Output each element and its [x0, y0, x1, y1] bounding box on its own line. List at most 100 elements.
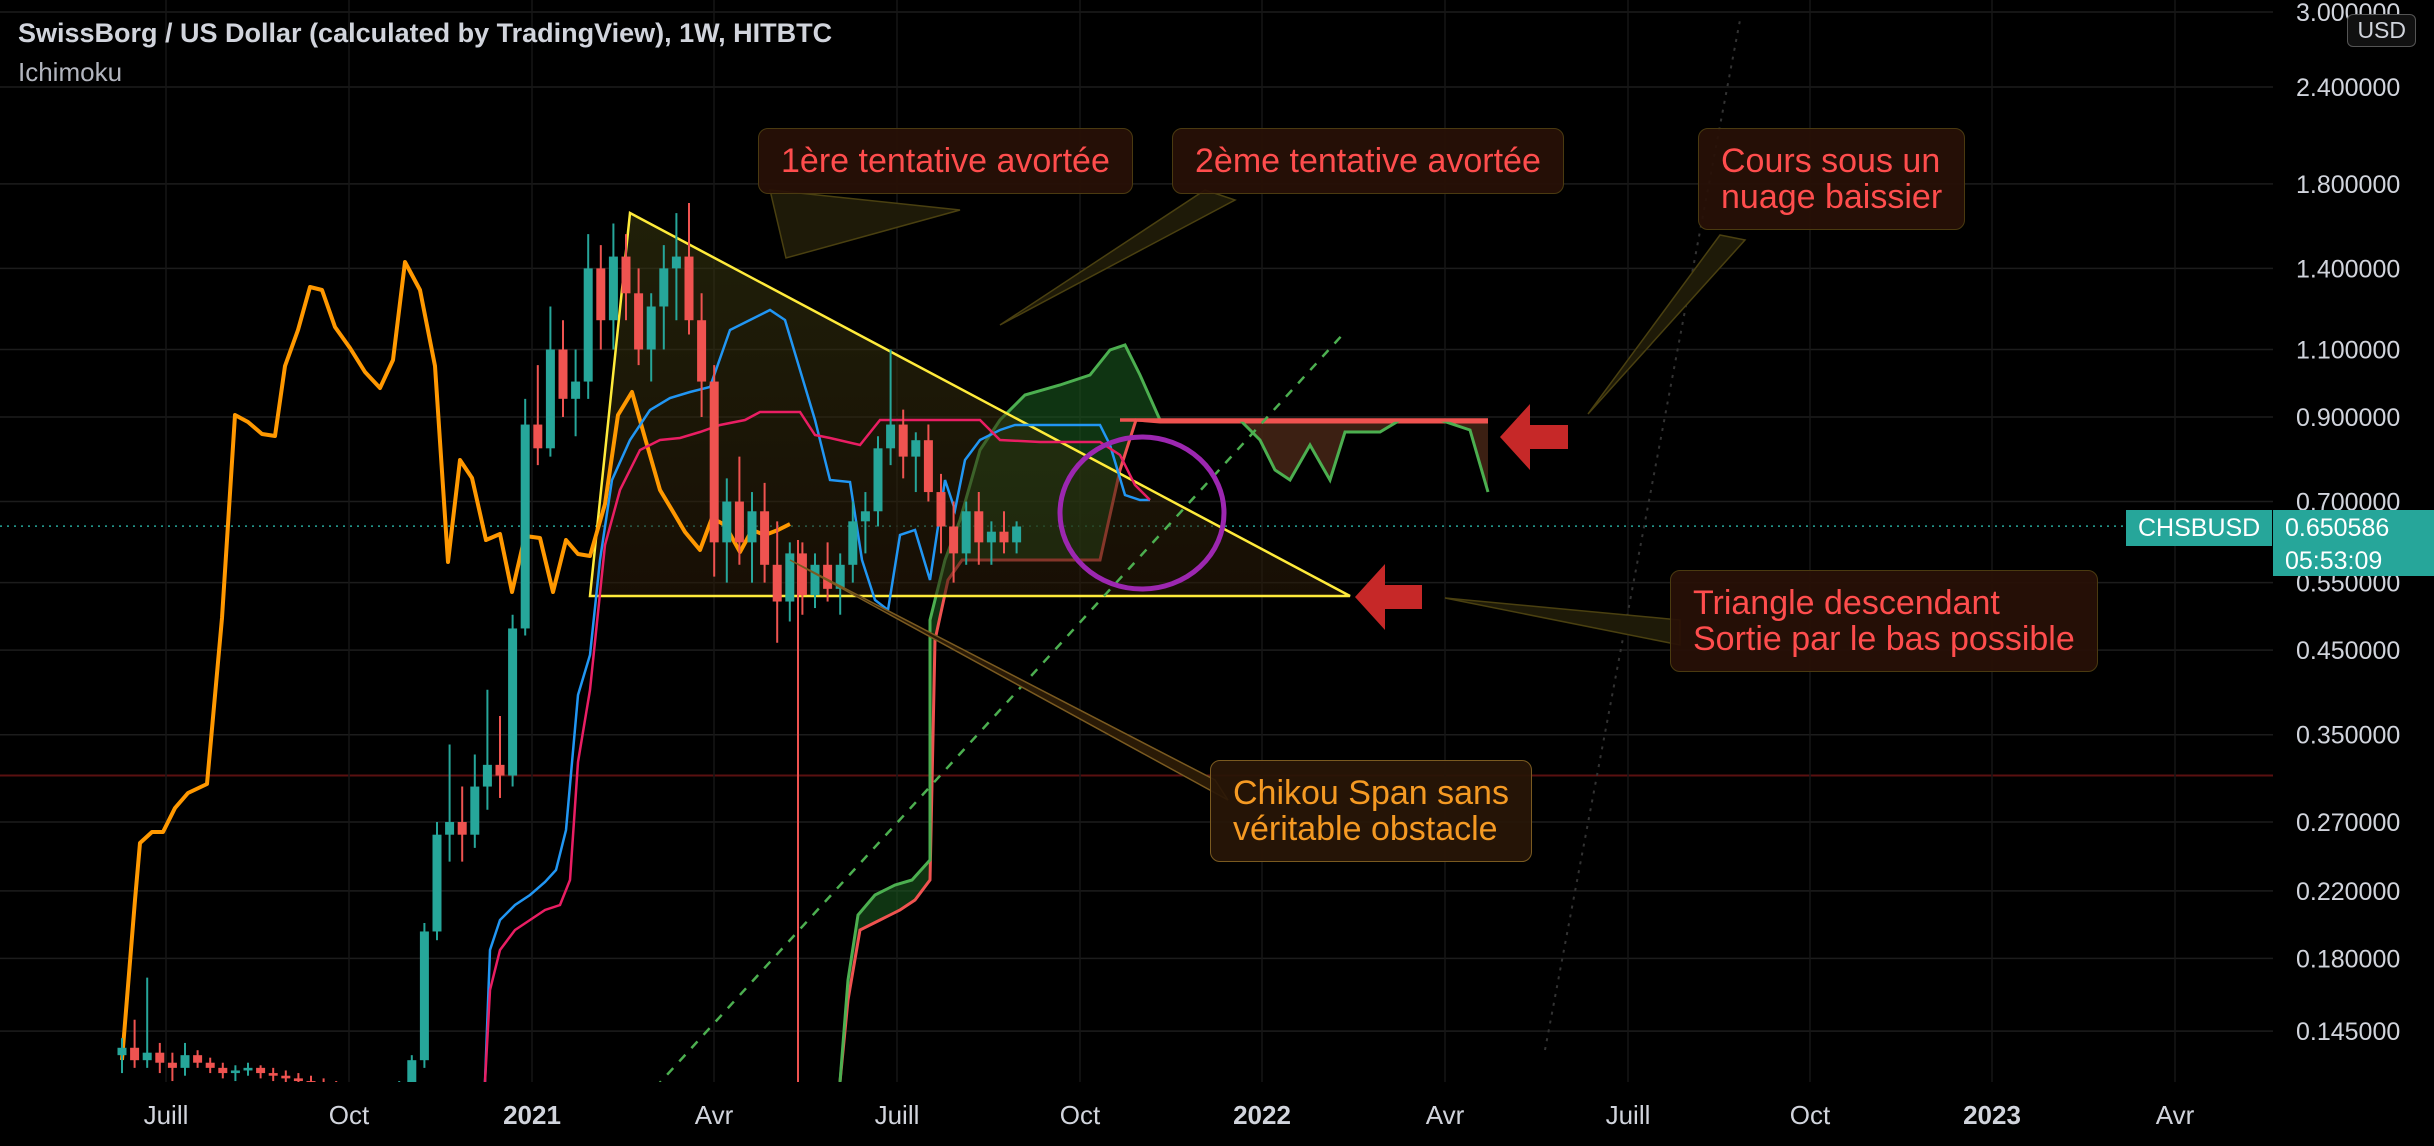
annotation-first-attempt-text: 1ère tentative avortée: [781, 142, 1110, 180]
candle-body: [293, 1078, 303, 1082]
candle-body: [306, 1081, 316, 1082]
candle-body: [520, 424, 530, 629]
y-tick-label: 2.400000: [2296, 74, 2400, 102]
candle-body: [571, 381, 581, 399]
candle-body: [722, 501, 732, 543]
candle-body: [470, 786, 480, 835]
candle-body: [810, 564, 820, 596]
candle-body: [608, 256, 618, 321]
candle-body: [709, 381, 719, 543]
tenkan-sen: [483, 308, 1150, 1083]
x-tick-label: Juill: [144, 1100, 189, 1130]
x-tick-label: Juill: [875, 1100, 920, 1130]
candle-body: [457, 822, 467, 835]
candle-body: [268, 1073, 278, 1076]
candle-body: [583, 268, 593, 382]
candle-body: [923, 440, 933, 493]
indicator-label[interactable]: Ichimoku: [18, 57, 123, 87]
time-axis-bg: [0, 1082, 2434, 1146]
candle-body: [407, 1060, 417, 1082]
candle-body: [873, 448, 883, 512]
candle-body: [218, 1067, 228, 1074]
candle-body: [835, 564, 845, 589]
annotation-chikou: Chikou Span sans véritable obstacle: [1210, 760, 1532, 862]
annotation-first-attempt: 1ère tentative avortée: [758, 128, 1133, 194]
candle-body: [772, 564, 782, 602]
triangle-shape: [588, 211, 1351, 598]
candle-body: [621, 256, 631, 294]
annotation-triangle-line1: Triangle descendant: [1693, 584, 2000, 622]
candle-body: [734, 501, 744, 543]
candle-body: [533, 424, 543, 449]
candle-body: [646, 306, 656, 350]
candle-body: [419, 931, 429, 1061]
x-tick-label: 2021: [503, 1100, 561, 1130]
annotation-second-attempt: 2ème tentative avortée: [1172, 128, 1564, 194]
pointer-bearish-cloud: [1587, 234, 1747, 415]
candle-body: [596, 268, 606, 321]
candle-body: [697, 320, 707, 382]
indicator-lines: [120, 260, 1151, 1083]
candle-body: [823, 564, 833, 589]
annotation-pointers: [769, 189, 1747, 801]
y-tick-label: 1.800000: [2296, 171, 2400, 199]
dashed-trend-line: [654, 331, 1346, 1089]
candle-body: [684, 256, 694, 321]
candle-body: [797, 553, 807, 596]
arrow-left-icon: [1355, 564, 1422, 630]
currency-badge[interactable]: USD: [2347, 14, 2416, 47]
x-tick-label: Avr: [2156, 1100, 2195, 1130]
senkou-span-a: [838, 343, 1490, 1083]
x-tick-label: Oct: [1790, 1100, 1831, 1130]
candle-body: [281, 1075, 291, 1079]
candle-body: [445, 822, 455, 835]
candle-body: [659, 268, 669, 307]
y-tick-label: 1.100000: [2296, 336, 2400, 364]
annotation-chikou-line2: véritable obstacle: [1233, 810, 1498, 848]
candle-body: [482, 764, 492, 787]
annotation-bearish-cloud-line1: Cours sous un: [1721, 142, 1941, 180]
candle-body: [747, 511, 757, 543]
y-tick-label: 0.220000: [2296, 878, 2400, 906]
x-tick-label: Oct: [1060, 1100, 1101, 1130]
y-tick-label: 0.900000: [2296, 404, 2400, 432]
candle-body: [167, 1062, 177, 1068]
cloud-bearish-fill: [1240, 420, 1488, 492]
y-tick-label: 1.400000: [2296, 255, 2400, 283]
candle-body: [936, 492, 946, 527]
candle-body: [193, 1055, 203, 1063]
candle-body: [785, 553, 795, 602]
candles: [117, 203, 1022, 1092]
candle-body: [848, 521, 858, 565]
chart-title: SwissBorg / US Dollar (calculated by Tra…: [18, 18, 833, 48]
x-tick-label: Avr: [695, 1100, 734, 1130]
candle-body: [155, 1052, 165, 1063]
candle-body: [1012, 526, 1022, 543]
x-tick-label: 2023: [1963, 1100, 2021, 1130]
y-tick-label: 0.450000: [2296, 637, 2400, 665]
symbol-tag: CHSBUSD: [2126, 510, 2273, 546]
candle-body: [142, 1052, 152, 1061]
candle-body: [495, 764, 505, 776]
kijun-sen: [483, 410, 1151, 1083]
last-price-tag: 0.650586: [2273, 510, 2434, 546]
arrow-left-icon: [1500, 404, 1568, 470]
candle-body: [898, 424, 908, 457]
x-tick-label: Oct: [329, 1100, 370, 1130]
x-tick-label: 2022: [1233, 1100, 1291, 1130]
x-tick-label: Juill: [1606, 1100, 1651, 1130]
candle-body: [911, 440, 921, 457]
candle-body: [999, 531, 1009, 543]
candle-body: [949, 526, 959, 554]
candle-body: [230, 1070, 240, 1074]
annotation-triangle-line2: Sortie par le bas possible: [1693, 620, 2075, 658]
candle-body: [860, 511, 870, 522]
y-tick-label: 0.270000: [2296, 809, 2400, 837]
chikou-span: [120, 260, 791, 1061]
candle-body: [117, 1047, 127, 1056]
candle-body: [130, 1047, 140, 1061]
candle-body: [256, 1067, 266, 1074]
candle-body: [180, 1055, 190, 1068]
annotation-bearish-cloud-line2: nuage baissier: [1721, 178, 1943, 216]
candle-body: [432, 834, 442, 932]
